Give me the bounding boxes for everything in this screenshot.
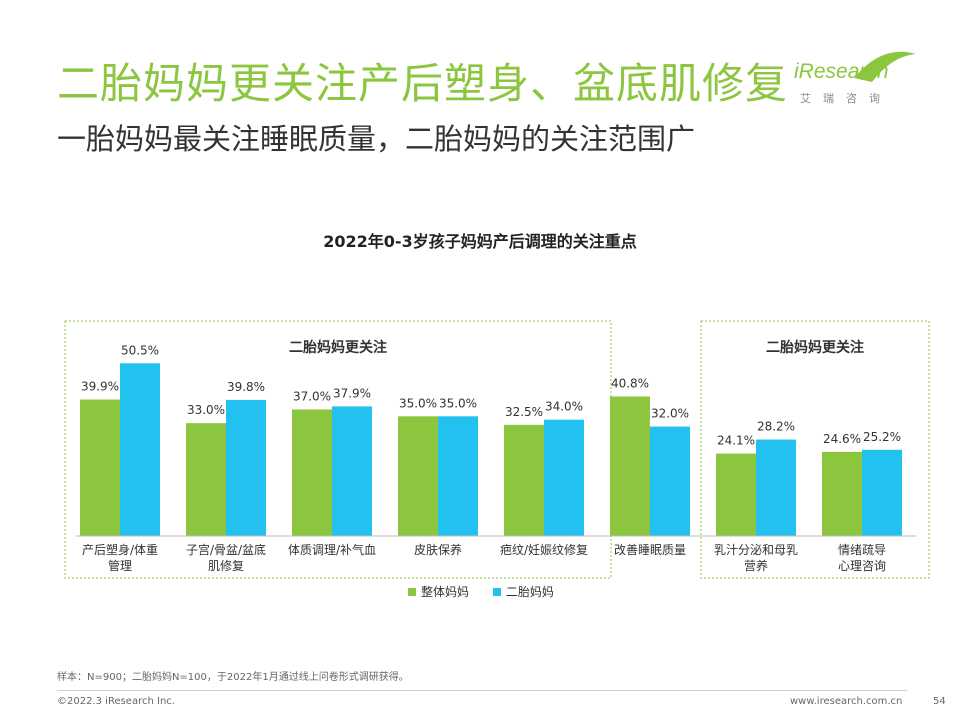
- category-label: 情绪疏导: [838, 542, 886, 557]
- chart-bar: [186, 423, 226, 536]
- bar-value-label: 25.2%: [863, 430, 901, 444]
- legend-label-second-child: 二胎妈妈: [505, 585, 554, 599]
- bar-value-label: 50.5%: [121, 343, 159, 357]
- chart-bar: [80, 399, 120, 536]
- bar-value-label: 37.0%: [293, 389, 331, 403]
- page-subtitle: 一胎妈妈最关注睡眠质量，二胎妈妈的关注范围广: [57, 122, 696, 156]
- chart-bar: [716, 453, 756, 536]
- chart-bar: [610, 396, 650, 536]
- footnote: 样本：N=900；二胎妈妈N=100，于2022年1月通过线上问卷形式调研获得。: [57, 672, 409, 683]
- chart-bar: [438, 416, 478, 536]
- logo-brand-text: iResearch: [794, 60, 889, 83]
- bar-value-label: 37.9%: [333, 386, 371, 400]
- highlight-box: [700, 320, 930, 579]
- chart-bar: [226, 399, 266, 536]
- chart-title: 2022年0-3岁孩子妈妈产后调理的关注重点: [323, 232, 637, 251]
- bar-value-label: 33.0%: [187, 403, 225, 417]
- category-label: 皮肤保养: [414, 542, 462, 557]
- category-label: 肌修复: [208, 558, 244, 573]
- category-label: 疤纹/妊娠纹修复: [500, 542, 588, 557]
- bar-value-label: 24.6%: [823, 432, 861, 446]
- legend-item-second-child: 二胎妈妈: [492, 583, 554, 600]
- chart-bar: [544, 419, 584, 536]
- logo-swoosh-icon: [854, 51, 916, 82]
- highlight-box: [64, 320, 612, 579]
- category-label: 改善睡眠质量: [614, 542, 686, 557]
- website-link[interactable]: www.iresearch.com.cn: [790, 696, 903, 707]
- bar-value-label: 34.0%: [545, 400, 583, 414]
- bar-value-label: 35.0%: [399, 396, 437, 410]
- chart-bar: [504, 424, 544, 536]
- chart-bar: [398, 416, 438, 536]
- bar-value-label: 39.8%: [227, 380, 265, 394]
- bar-value-label: 35.0%: [439, 396, 477, 410]
- category-label: 营养: [744, 558, 768, 573]
- chart-bar: [120, 363, 160, 536]
- bar-value-label: 24.1%: [717, 434, 755, 448]
- bar-value-label: 32.5%: [505, 405, 543, 419]
- category-label: 产后塑身/体重: [82, 542, 158, 557]
- category-label: 乳汁分泌和母乳: [714, 543, 798, 557]
- legend-swatch-second-child: [492, 587, 501, 596]
- chart-bar: [332, 406, 372, 536]
- logo-sub-text: 艾瑞咨询: [800, 92, 892, 105]
- highlight-box-label: 二胎妈妈更关注: [766, 339, 864, 356]
- bar-value-label: 40.8%: [611, 376, 649, 390]
- bar-value-label: 28.2%: [757, 420, 795, 434]
- footer-divider: [57, 690, 907, 691]
- chart-bar: [292, 409, 332, 536]
- bar-value-label: 39.9%: [81, 380, 119, 394]
- chart-bar: [822, 451, 862, 536]
- highlight-box-label: 二胎妈妈更关注: [289, 339, 387, 356]
- legend-item-overall: 整体妈妈: [408, 583, 469, 600]
- iresearch-logo: iResearch 艾瑞咨询: [792, 48, 917, 110]
- page-title: 二胎妈妈更关注产后塑身、盆底肌修复: [57, 59, 789, 108]
- page-number: 54: [933, 696, 946, 707]
- legend-swatch-overall: [408, 587, 416, 596]
- category-label: 心理咨询: [838, 558, 886, 573]
- chart-legend: 整体妈妈 二胎妈妈: [408, 583, 574, 600]
- chart-bar: [650, 426, 690, 536]
- legend-label-overall: 整体妈妈: [421, 585, 470, 599]
- bar-value-label: 32.0%: [651, 407, 689, 421]
- category-label: 子宫/骨盆/盆底: [186, 542, 266, 557]
- copyright: ©2022.3 iResearch Inc.: [57, 696, 175, 707]
- category-label: 体质调理/补气血: [288, 542, 376, 557]
- chart-bar: [862, 449, 902, 536]
- chart-bar: [756, 439, 796, 536]
- category-label: 管理: [108, 558, 132, 573]
